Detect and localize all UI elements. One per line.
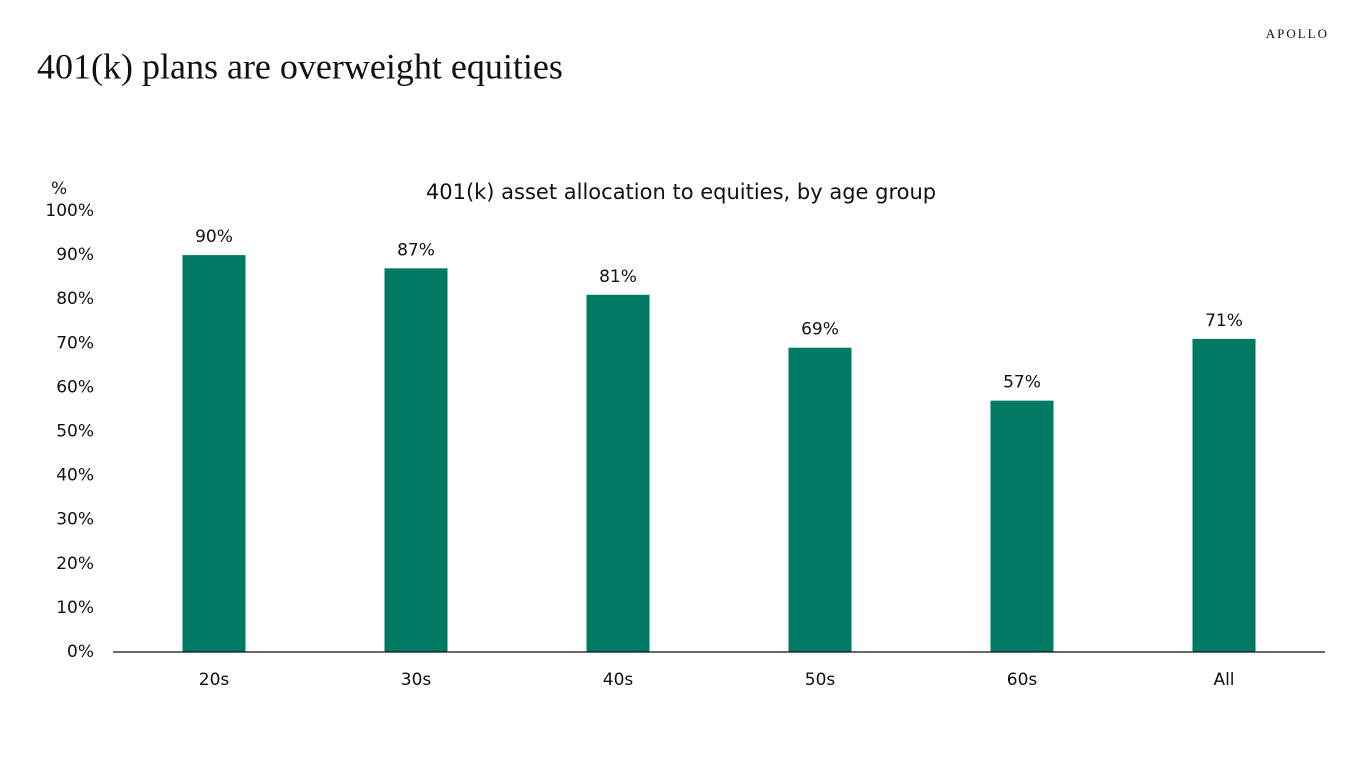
x-tick-label: 30s	[401, 670, 432, 690]
value-label: 87%	[397, 240, 435, 260]
y-tick-label: 70%	[56, 333, 94, 353]
x-tick-label: All	[1213, 670, 1234, 690]
y-tick-label: 30%	[56, 510, 94, 530]
y-tick-label: 10%	[56, 598, 94, 618]
y-tick-label: 100%	[45, 201, 94, 221]
y-tick-label: 80%	[56, 289, 94, 309]
value-label: 81%	[599, 267, 637, 287]
y-axis-label: %	[51, 179, 67, 199]
page-title: 401(k) plans are overweight equities	[37, 46, 563, 86]
y-tick-label: 40%	[56, 466, 94, 486]
value-label: 69%	[801, 320, 839, 340]
brand: APOLLO	[1266, 26, 1329, 41]
bar	[788, 347, 852, 652]
y-tick-label: 90%	[56, 245, 94, 265]
bar	[586, 294, 650, 652]
value-label: 71%	[1205, 311, 1243, 331]
bar	[384, 268, 448, 652]
x-tick-label: 40s	[603, 670, 634, 690]
bar	[182, 255, 246, 652]
y-tick-label: 20%	[56, 554, 94, 574]
y-tick-label: 50%	[56, 422, 94, 442]
bar	[990, 400, 1054, 652]
value-label: 57%	[1003, 373, 1041, 393]
y-tick-label: 60%	[56, 377, 94, 397]
x-tick-label: 20s	[199, 670, 230, 690]
chart-title: 401(k) asset allocation to equities, by …	[426, 180, 936, 204]
bar	[1192, 338, 1256, 652]
value-label: 90%	[195, 227, 233, 247]
x-tick-label: 60s	[1007, 670, 1038, 690]
x-tick-label: 50s	[805, 670, 836, 690]
y-tick-label: 0%	[67, 642, 94, 662]
